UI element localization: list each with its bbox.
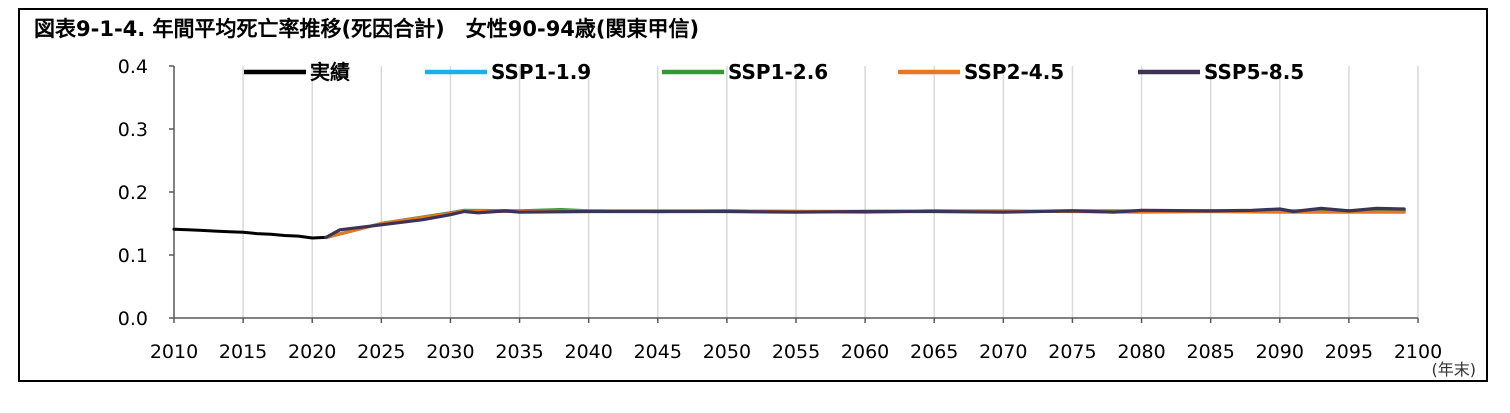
legend-label-0: 実績 <box>310 60 350 84</box>
x-tick-label: 2010 <box>150 341 198 363</box>
legend-label-2: SSP1-2.6 <box>728 60 828 84</box>
x-tick-label: 2095 <box>1325 341 1373 363</box>
y-tick-label: 0.3 <box>118 119 148 141</box>
x-tick-label: 2030 <box>426 341 474 363</box>
x-tick-label: 2070 <box>979 341 1027 363</box>
y-tick-label: 0.0 <box>118 308 148 330</box>
x-tick-label: 2090 <box>1256 341 1304 363</box>
x-tick-label: 2025 <box>357 341 405 363</box>
x-tick-label: 2020 <box>288 341 336 363</box>
legend-label-1: SSP1-1.9 <box>491 60 591 84</box>
x-tick-label: 2055 <box>772 341 820 363</box>
y-tick-label: 0.1 <box>118 245 148 267</box>
y-tick-label: 0.2 <box>118 182 148 204</box>
x-tick-label: 2065 <box>910 341 958 363</box>
x-tick-label: 2015 <box>219 341 267 363</box>
x-tick-label: 2040 <box>564 341 612 363</box>
x-tick-label: 2045 <box>634 341 682 363</box>
x-tick-label: 2060 <box>841 341 889 363</box>
x-tick-label: 2085 <box>1186 341 1234 363</box>
legend-label-4: SSP5-8.5 <box>1204 60 1304 84</box>
series-line-0 <box>172 227 328 240</box>
y-tick-label: 0.4 <box>118 56 148 78</box>
x-tick-label: 2080 <box>1117 341 1165 363</box>
x-tick-label: 2035 <box>495 341 543 363</box>
chart-title: 図表9-1-4. 年間平均死亡率推移(死因合計) 女性90-94歳(関東甲信) <box>34 17 700 41</box>
x-tick-label: 2100 <box>1394 341 1442 363</box>
x-axis-label: (年末) <box>1432 360 1477 379</box>
legend-label-3: SSP2-4.5 <box>964 60 1064 84</box>
x-tick-label: 2075 <box>1048 341 1096 363</box>
series-line-4 <box>324 206 1406 239</box>
x-tick-label: 2050 <box>703 341 751 363</box>
